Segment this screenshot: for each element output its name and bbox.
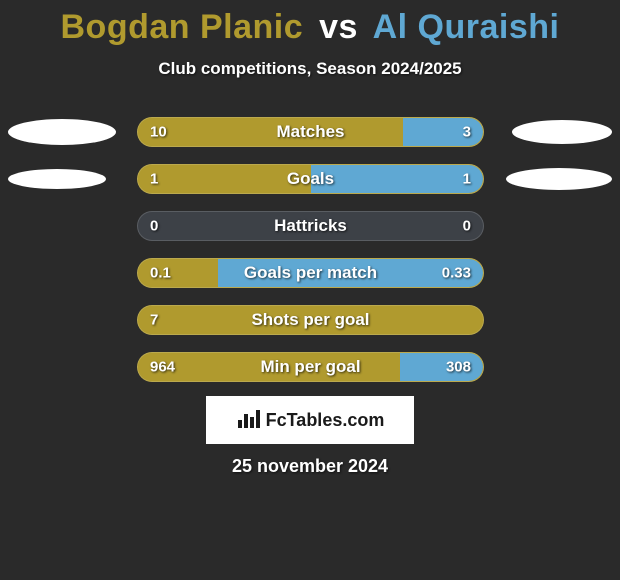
stat-row: 7Shots per goal — [0, 305, 620, 335]
stat-row: 964308Min per goal — [0, 352, 620, 382]
stat-row: 0.10.33Goals per match — [0, 258, 620, 288]
left-ellipse-icon — [8, 169, 106, 189]
stat-row: 11Goals — [0, 164, 620, 194]
left-ellipse-icon — [8, 119, 116, 145]
stat-label: Shots per goal — [138, 310, 483, 330]
stat-label: Goals — [138, 169, 483, 189]
stat-bar: 0.10.33Goals per match — [137, 258, 484, 288]
subtitle: Club competitions, Season 2024/2025 — [0, 59, 620, 79]
stat-bar: 964308Min per goal — [137, 352, 484, 382]
date-label: 25 november 2024 — [0, 456, 620, 477]
right-ellipse-icon — [512, 120, 612, 144]
player2-name: Al Quraishi — [373, 8, 560, 46]
comparison-title: Bogdan Planic vs Al Quraishi — [0, 0, 620, 47]
stat-bar: 00Hattricks — [137, 211, 484, 241]
stat-bar: 103Matches — [137, 117, 484, 147]
bars-icon — [236, 406, 260, 435]
player1-name: Bogdan Planic — [61, 8, 304, 46]
stat-label: Matches — [138, 122, 483, 142]
stat-label: Min per goal — [138, 357, 483, 377]
right-ellipse-icon — [506, 168, 612, 190]
stat-label: Hattricks — [138, 216, 483, 236]
stat-rows: 103Matches 11Goals 00Hattricks 0.10.33Goals… — [0, 117, 620, 382]
stat-bar: 11Goals — [137, 164, 484, 194]
stat-row: 103Matches — [0, 117, 620, 147]
stat-bar: 7Shots per goal — [137, 305, 484, 335]
vs-separator: vs — [319, 8, 358, 46]
brand-text: FcTables.com — [266, 410, 385, 431]
stat-row: 00Hattricks — [0, 211, 620, 241]
stat-label: Goals per match — [138, 263, 483, 283]
brand-badge: FcTables.com — [206, 396, 414, 444]
